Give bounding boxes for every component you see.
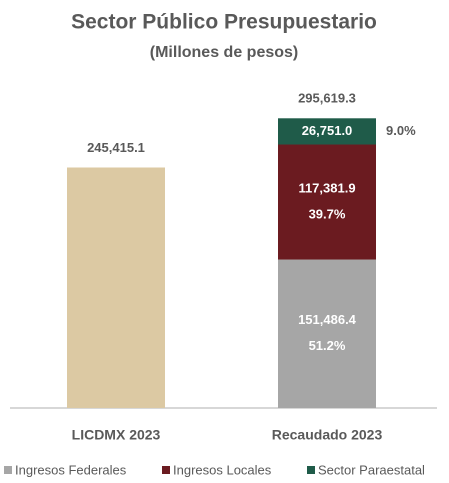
- legend-swatch: [4, 466, 12, 474]
- value-label: 151,486.4: [298, 312, 357, 327]
- share-label: 51.2%: [309, 338, 346, 353]
- bar-segment: [278, 144, 376, 260]
- chart-subtitle: (Millones de pesos): [150, 44, 298, 61]
- chart-title: Sector Público Presupuestario: [71, 11, 377, 34]
- legend-label: Ingresos Federales: [15, 462, 127, 477]
- x-tick-label: LICDMX 2023: [72, 427, 161, 443]
- legend-label: Sector Paraestatal: [318, 462, 425, 477]
- total-label: 295,619.3: [298, 91, 356, 106]
- value-label: 26,751.0: [302, 123, 353, 138]
- bar-segment: [278, 118, 376, 145]
- legend-swatch: [162, 466, 170, 474]
- bar: [67, 167, 165, 408]
- legend-label: Ingresos Locales: [173, 462, 272, 477]
- bar-segment: [278, 259, 376, 408]
- x-tick-label: Recaudado 2023: [272, 427, 383, 443]
- total-label: 245,415.1: [87, 140, 145, 155]
- share-label: 9.0%: [386, 123, 416, 138]
- value-label: 117,381.9: [298, 180, 355, 195]
- share-label: 39.7%: [309, 206, 346, 221]
- legend-swatch: [307, 466, 315, 474]
